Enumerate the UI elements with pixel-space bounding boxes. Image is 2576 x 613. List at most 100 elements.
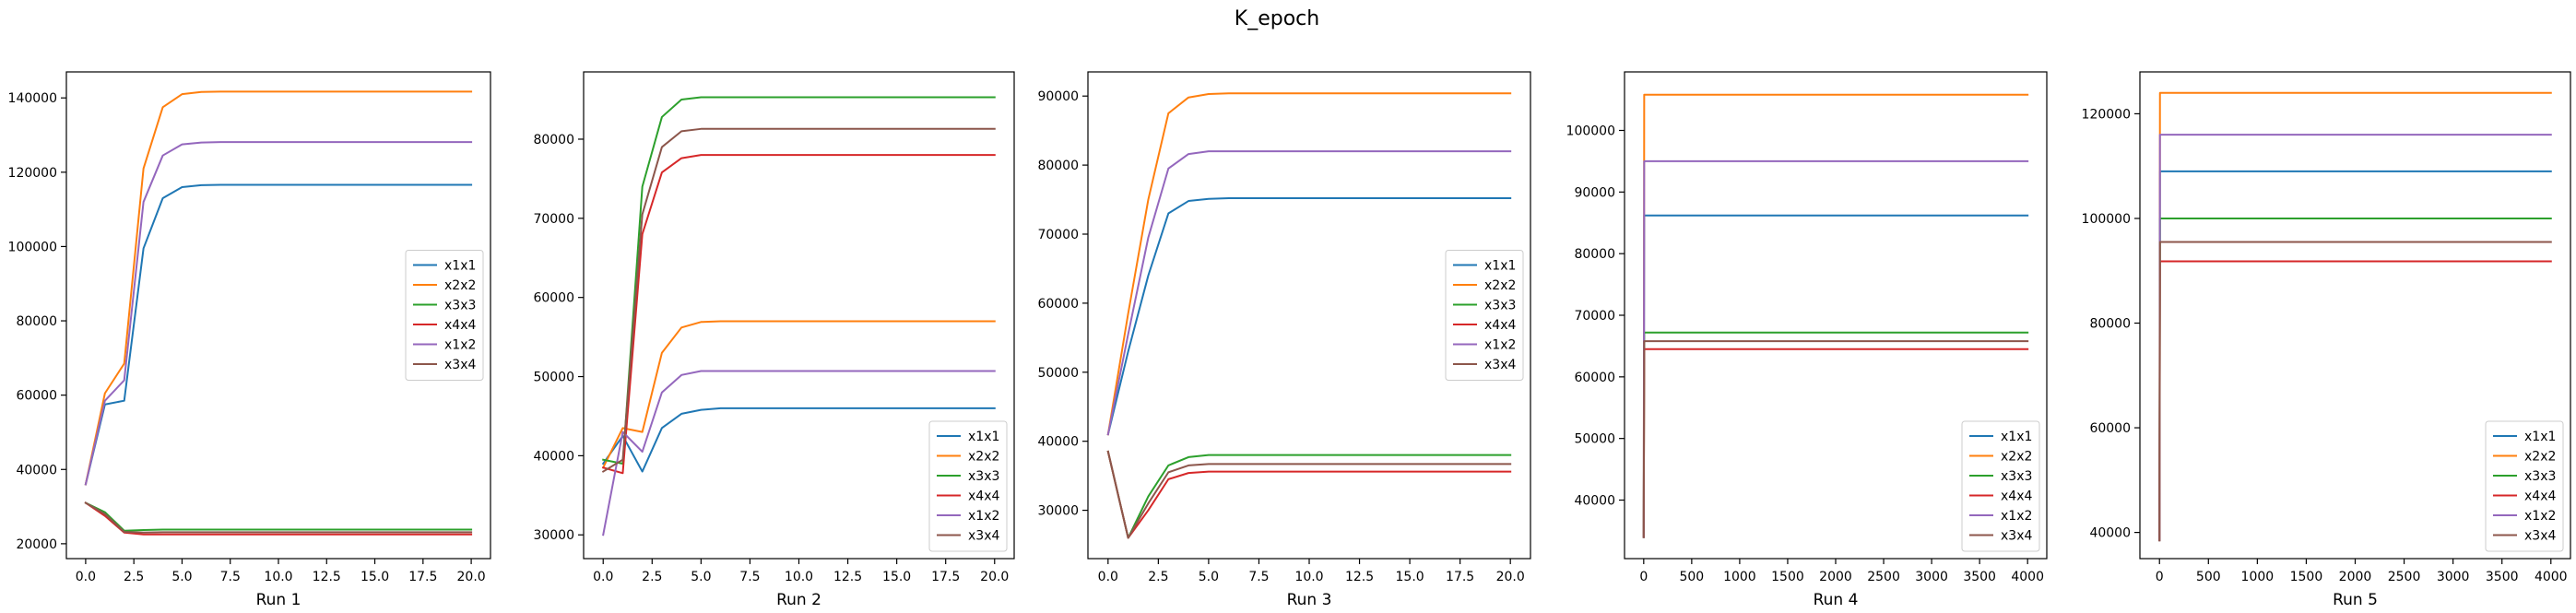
legend-label-x2x2: x2x2 xyxy=(444,278,476,293)
legend-frame xyxy=(1961,420,2040,552)
x-tick-label: 1500 xyxy=(2290,570,2323,584)
x-tick-label: 1500 xyxy=(1771,570,1804,584)
legend: x1x1 x2x2 x3x3 x4x4 x1x2 x3x4 xyxy=(2485,420,2564,552)
y-tick-label: 50000 xyxy=(1574,432,1615,447)
x-tick-label: 2.5 xyxy=(124,570,144,584)
x-tick-label: 3000 xyxy=(1915,570,1948,584)
legend: x1x1 x2x2 x3x3 x4x4 x1x2 x3x4 xyxy=(405,250,484,381)
y-tick-label: 90000 xyxy=(1574,185,1615,200)
x-tick-label: 0.0 xyxy=(1098,570,1118,584)
legend-label-x3x4: x3x4 xyxy=(1484,358,1516,372)
x-tick-label: 15.0 xyxy=(360,570,389,584)
legend-label-x4x4: x4x4 xyxy=(444,318,476,333)
series-line-x3x3 xyxy=(602,96,996,465)
x-axis: 0.0 2.5 5.0 7.5 10.0 12.5 15.0 17.5 20.0 xyxy=(593,559,1009,584)
x-axis: 0 500 1000 1500 2000 2500 3000 3500 4000 xyxy=(2156,559,2568,584)
legend-label-x1x1: x1x1 xyxy=(2001,430,2032,444)
y-tick-label: 20000 xyxy=(16,537,57,552)
x-tick-label: 20.0 xyxy=(457,570,486,584)
x-tick-label: 2.5 xyxy=(1148,570,1168,584)
series-line-x1x1 xyxy=(84,183,473,486)
series-line-x3x3 xyxy=(84,501,473,532)
x-tick-label: 17.5 xyxy=(408,570,437,584)
x-tick-label: 12.5 xyxy=(833,570,862,584)
series-line-x4x4 xyxy=(84,501,473,536)
x-tick-label: 10.0 xyxy=(264,570,292,584)
legend-label-x1x2: x1x2 xyxy=(2524,509,2556,524)
x-tick-label: 0.0 xyxy=(593,570,613,584)
x-tick-label: 10.0 xyxy=(785,570,813,584)
x-tick-label: 4000 xyxy=(2011,570,2044,584)
y-tick-label: 70000 xyxy=(1037,228,1079,242)
x-tick-label: 10.0 xyxy=(1294,570,1323,584)
series-line-x1x1 xyxy=(1106,197,1512,436)
y-tick-label: 80000 xyxy=(16,314,57,329)
x-tick-label: 1000 xyxy=(2241,570,2275,584)
y-tick-label: 60000 xyxy=(1574,371,1615,385)
figure-title: K_epoch xyxy=(1235,7,1319,30)
series-line-x3x4 xyxy=(84,501,473,534)
series-line-x4x4 xyxy=(601,154,996,475)
series-lines xyxy=(2158,91,2552,542)
legend-label-x1x2: x1x2 xyxy=(968,509,999,524)
y-tick-label: 140000 xyxy=(8,91,57,106)
series-line-x3x4 xyxy=(1106,450,1512,539)
x-tick-label: 2000 xyxy=(1819,570,1852,584)
legend-label-x3x4: x3x4 xyxy=(444,358,476,372)
x-tick-label: 12.5 xyxy=(313,570,341,584)
y-tick-label: 80000 xyxy=(1574,247,1615,262)
x-tick-label: 5.0 xyxy=(1199,570,1219,584)
x-axis-label: Run 5 xyxy=(2333,591,2378,609)
y-tick-label: 80000 xyxy=(533,133,574,147)
x-axis-label: Run 2 xyxy=(776,591,821,609)
x-tick-label: 0 xyxy=(1639,570,1648,584)
series-lines xyxy=(84,90,473,536)
legend-label-x1x1: x1x1 xyxy=(968,430,999,444)
chart-panel-3: 0.0 2.5 5.0 7.5 10.0 12.5 15.0 17.5 20.0 30000 400… xyxy=(1037,71,1531,609)
x-tick-label: 7.5 xyxy=(220,570,241,584)
x-tick-label: 20.0 xyxy=(1496,570,1525,584)
x-axis: 0.0 2.5 5.0 7.5 10.0 12.5 15.0 17.5 20.0 xyxy=(1098,559,1525,584)
legend-label-x2x2: x2x2 xyxy=(968,450,999,465)
legend-label-x3x4: x3x4 xyxy=(968,529,999,544)
series-line-x2x2 xyxy=(84,90,473,486)
x-tick-label: 2500 xyxy=(1867,570,1900,584)
y-tick-label: 40000 xyxy=(16,463,57,477)
y-tick-label: 120000 xyxy=(8,166,57,181)
y-tick-label: 80000 xyxy=(1037,159,1079,173)
legend-label-x4x4: x4x4 xyxy=(968,489,999,504)
series-lines xyxy=(1642,93,2029,538)
x-axis: 0.0 2.5 5.0 7.5 10.0 12.5 15.0 17.5 20.0 xyxy=(76,559,486,584)
legend-label-x1x2: x1x2 xyxy=(2001,509,2032,524)
y-tick-label: 40000 xyxy=(533,449,574,464)
x-tick-label: 2500 xyxy=(2388,570,2421,584)
y-tick-label: 100000 xyxy=(1566,124,1615,138)
chart-panel-1: 0.0 2.5 5.0 7.5 10.0 12.5 15.0 17.5 20.0 20000 400… xyxy=(8,71,491,609)
legend: x1x1 x2x2 x3x3 x4x4 x1x2 x3x4 xyxy=(928,420,1008,552)
x-tick-label: 15.0 xyxy=(882,570,911,584)
chart-panel-4: 0 500 1000 1500 2000 2500 3000 3500 4000 40000 500… xyxy=(1566,71,2048,609)
x-tick-label: 5.0 xyxy=(691,570,711,584)
y-tick-label: 40000 xyxy=(1574,494,1615,509)
y-tick-label: 60000 xyxy=(16,389,57,404)
y-axis: 30000 40000 50000 60000 70000 80000 xyxy=(533,133,584,543)
y-axis: 40000 60000 80000 100000 120000 xyxy=(2082,107,2140,541)
legend-label-x1x2: x1x2 xyxy=(444,338,476,353)
legend: x1x1 x2x2 x3x3 x4x4 x1x2 x3x4 xyxy=(1961,420,2040,552)
y-tick-label: 80000 xyxy=(2089,317,2131,332)
series-line-x1x1 xyxy=(601,407,996,473)
x-axis-label: Run 1 xyxy=(256,591,301,609)
y-tick-label: 30000 xyxy=(533,528,574,543)
series-line-x3x4 xyxy=(1642,340,2029,538)
x-tick-label: 3500 xyxy=(2486,570,2519,584)
y-tick-label: 30000 xyxy=(1037,504,1079,519)
x-tick-label: 15.0 xyxy=(1396,570,1424,584)
x-axis: 0 500 1000 1500 2000 2500 3000 3500 4000 xyxy=(1639,559,2044,584)
series-line-x1x2 xyxy=(1106,150,1512,436)
series-lines xyxy=(1106,92,1512,539)
y-tick-label: 60000 xyxy=(533,291,574,306)
y-tick-label: 100000 xyxy=(8,240,57,254)
legend-label-x1x1: x1x1 xyxy=(1484,259,1516,274)
series-line-x1x2 xyxy=(602,370,996,536)
